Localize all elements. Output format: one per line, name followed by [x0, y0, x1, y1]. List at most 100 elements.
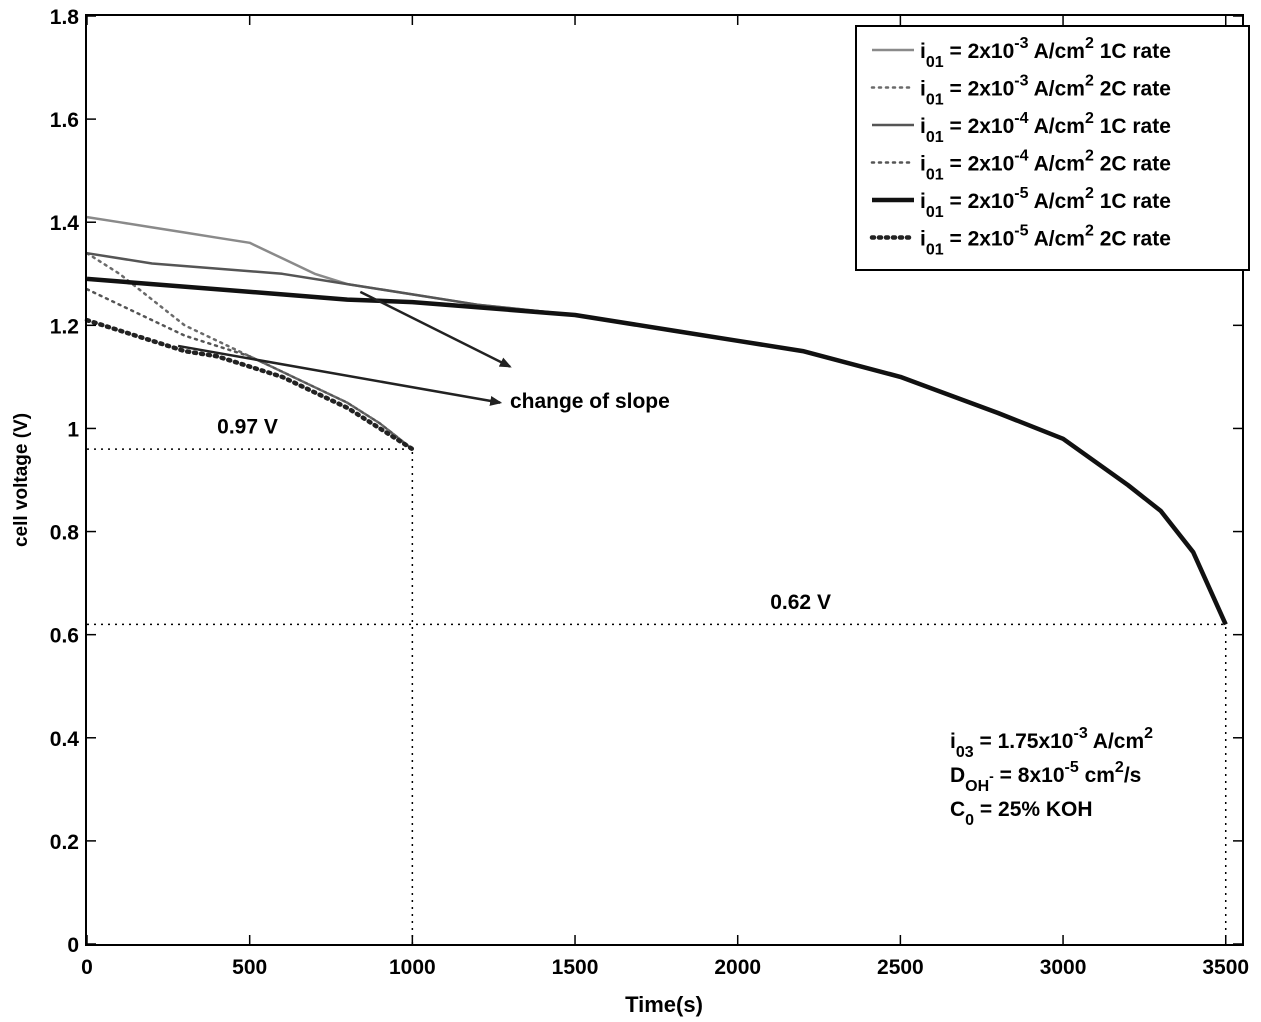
plot-frame: [85, 14, 1244, 946]
param-text: = 1.75x10: [974, 730, 1074, 753]
legend-entry-5: i01 = 2x10-5 A/cm2 1C rate: [920, 185, 1171, 221]
y-axis-label: cell voltage (V): [11, 413, 32, 547]
param-superscript: 2: [1144, 725, 1153, 742]
y-tick-label: 1.8: [50, 6, 80, 29]
legend-entry-6: i01 = 2x10-5 A/cm2 2C rate: [920, 223, 1171, 259]
legend-symbol: i: [920, 78, 926, 101]
legend-symbol: i: [920, 228, 926, 251]
param-text: /s: [1124, 764, 1142, 787]
param-symbol: C: [950, 798, 965, 821]
legend-superscript: 2: [1085, 148, 1094, 165]
y-tick-label: 0.4: [50, 728, 80, 751]
annotations: 0.97 V 0.62 V change of slope: [177, 290, 831, 614]
param-superscript: -3: [1073, 725, 1087, 742]
x-tick-label: 500: [232, 956, 267, 979]
legend-text: = 2x10: [944, 115, 1015, 138]
x-tick-label: 2500: [877, 956, 924, 979]
legend-subscript: 01: [926, 129, 944, 146]
legend-text: A/cm: [1029, 228, 1085, 251]
legend-rate: 1C rate: [1094, 190, 1171, 213]
legend-symbol: i: [920, 115, 926, 138]
x-tick-label: 0: [81, 956, 93, 979]
legend-text: A/cm: [1029, 78, 1085, 101]
y-tick-label: 0: [67, 934, 79, 957]
param-line-1: i03 = 1.75x10-3 A/cm2: [950, 725, 1153, 761]
param-symbol: D: [950, 764, 965, 787]
legend-rate: 2C rate: [1094, 153, 1171, 176]
y-tick-label: 0.8: [50, 522, 80, 545]
series-line-2: [85, 251, 414, 451]
legend-superscript: -3: [1014, 73, 1028, 90]
series-line-3: [86, 251, 1227, 625]
param-symbol: i: [950, 730, 956, 753]
param-text: cm: [1079, 764, 1115, 787]
legend-superscript: -5: [1014, 223, 1028, 240]
x-axis-label: Time(s): [625, 992, 703, 1017]
annotation-arrow: [177, 344, 503, 406]
legend-superscript: -4: [1014, 110, 1028, 127]
legend-text: A/cm: [1029, 190, 1085, 213]
y-tick-label: 0.2: [50, 831, 79, 854]
legend-box: [855, 25, 1250, 271]
legend-rate: 1C rate: [1094, 115, 1171, 138]
legend-subscript: 01: [926, 92, 944, 109]
legend-superscript: 2: [1085, 110, 1094, 127]
param-superscript: 2: [1115, 759, 1124, 776]
y-tick-label: 1: [67, 418, 79, 441]
legend-text: = 2x10: [944, 78, 1015, 101]
param-text: = 8x10: [994, 764, 1065, 787]
legend-text: A/cm: [1029, 153, 1085, 176]
legend-subscript: 01: [926, 167, 944, 184]
x-tick-label: 1500: [552, 956, 599, 979]
legend-rate: 2C rate: [1094, 78, 1171, 101]
legend-entry-1: i01 = 2x10-3 A/cm2 1C rate: [920, 35, 1171, 71]
legend-entry-3: i01 = 2x10-4 A/cm2 1C rate: [920, 110, 1171, 146]
legend-superscript: 2: [1085, 73, 1094, 90]
legend-subscript: 01: [926, 204, 944, 221]
param-text: A/cm: [1088, 730, 1144, 753]
y-tick-label: 0.6: [50, 625, 79, 648]
legend-superscript: 2: [1085, 35, 1094, 52]
series-line-6: [84, 317, 415, 452]
param-subscript: OH: [965, 778, 989, 795]
param-line-3: C0 = 25% KOH: [950, 798, 1093, 829]
y-tick-label: 1.2: [50, 315, 79, 338]
legend-symbol: i: [920, 190, 926, 213]
axis-ticks: 0 500 1000 1500 2000 2500 3000 3500 0 0.2 0.4 0.6 0.…: [50, 6, 1249, 979]
series-lines: [84, 215, 1228, 626]
annotation-label: 0.97 V: [217, 416, 278, 439]
legend-text: = 2x10: [944, 40, 1015, 63]
legend-text: = 2x10: [944, 190, 1015, 213]
legend-text: A/cm: [1029, 40, 1085, 63]
legend-subscript: 01: [926, 54, 944, 71]
legend-rate: 1C rate: [1094, 40, 1171, 63]
annotation-label: change of slope: [510, 390, 670, 413]
legend-superscript: 2: [1085, 185, 1094, 202]
x-tick-label: 3500: [1202, 956, 1249, 979]
legend-text: = 2x10: [944, 228, 1015, 251]
y-tick-label: 1.6: [50, 109, 79, 132]
legend-rate: 2C rate: [1094, 228, 1171, 251]
param-text: = 25% KOH: [974, 798, 1092, 821]
reference-lines: [87, 448, 1227, 944]
legend-superscript: -4: [1014, 148, 1028, 165]
legend-superscript: -3: [1014, 35, 1028, 52]
x-tick-label: 3000: [1040, 956, 1087, 979]
legend-symbol: i: [920, 153, 926, 176]
param-line-2: DOH- = 8x10-5 cm2/s: [950, 759, 1141, 795]
legend-entry-2: i01 = 2x10-3 A/cm2 2C rate: [920, 73, 1171, 109]
legend-entry-4: i01 = 2x10-4 A/cm2 2C rate: [920, 148, 1171, 184]
param-subscript: 03: [956, 744, 974, 761]
x-tick-label: 2000: [714, 956, 761, 979]
series-line-5: [86, 276, 1228, 626]
x-tick-label: 1000: [389, 956, 436, 979]
param-subscript-sign: -: [989, 768, 994, 784]
annotation-arrow: [359, 290, 512, 368]
legend-text: A/cm: [1029, 115, 1085, 138]
param-superscript: -5: [1065, 759, 1079, 776]
legend-text: = 2x10: [944, 153, 1015, 176]
legend-subscript: 01: [926, 242, 944, 259]
